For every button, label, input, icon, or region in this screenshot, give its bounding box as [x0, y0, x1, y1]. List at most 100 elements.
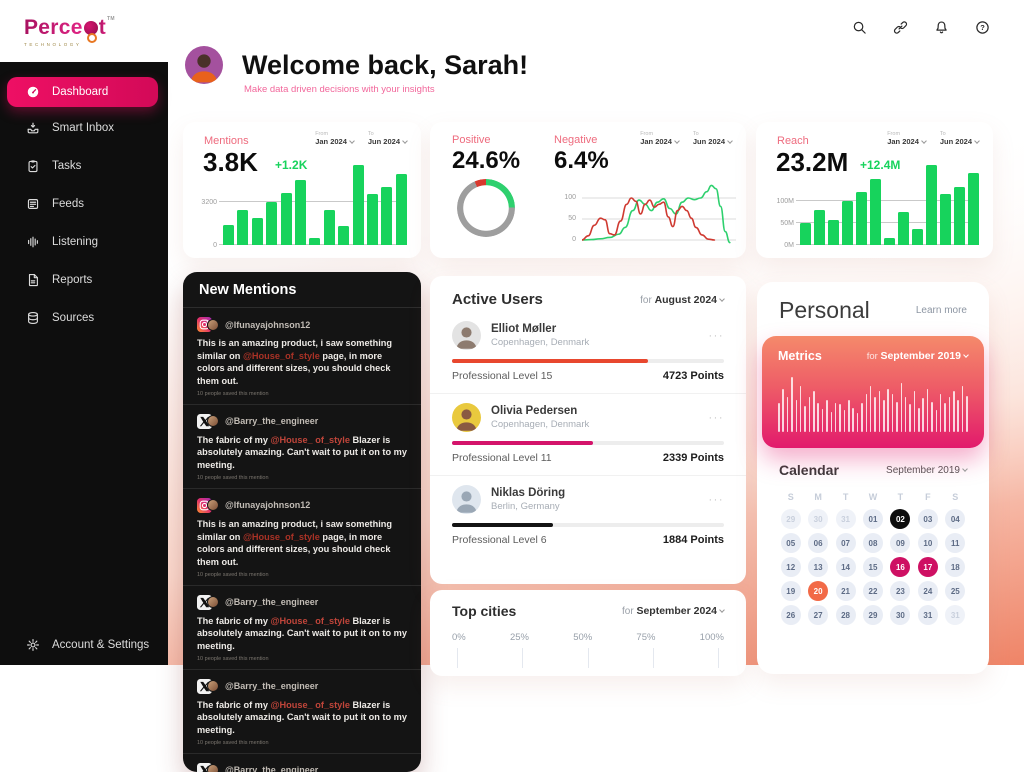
calendar-day[interactable]: 10 [917, 533, 938, 553]
calendar-day[interactable]: 16 [890, 557, 911, 577]
calendar-day[interactable]: 19 [780, 581, 801, 601]
calendar-day[interactable]: 04 [945, 509, 966, 529]
listening-icon [26, 235, 40, 249]
calendar-day[interactable]: 20 [808, 581, 829, 601]
calendar-day[interactable]: 14 [835, 557, 856, 577]
mention-item[interactable]: @Ifunayajohnson12 This is an amazing pro… [183, 308, 421, 405]
mention-tag[interactable]: @House_ of_style [270, 699, 350, 710]
brand-tagline: TECHNOLOGY [24, 41, 82, 47]
calendar-day[interactable]: 29 [780, 509, 801, 529]
more-options-icon[interactable]: ··· [708, 329, 724, 342]
link-icon[interactable] [893, 20, 908, 35]
sidebar-item-smart-inbox[interactable]: Smart Inbox [0, 109, 168, 147]
calendar-day-header: T [897, 492, 904, 502]
calendar-day[interactable]: 28 [835, 605, 856, 625]
learn-more-link[interactable]: Learn more [915, 305, 967, 316]
more-options-icon[interactable]: ··· [708, 493, 724, 506]
new-mentions-panel: New Mentions @Ifunayajohnson12 This is a… [183, 272, 421, 772]
wave-bar [817, 403, 819, 432]
search-icon[interactable] [852, 20, 867, 35]
help-icon[interactable]: ? [975, 20, 990, 35]
sidebar-item-tasks[interactable]: Tasks [0, 147, 168, 185]
sidebar-item-feeds[interactable]: Feeds [0, 185, 168, 223]
calendar-day[interactable]: 31 [835, 509, 856, 529]
mention-item[interactable]: @Ifunayajohnson12 This is an amazing pro… [183, 489, 421, 586]
avatar [207, 596, 219, 609]
calendar-day[interactable]: 06 [808, 533, 829, 553]
calendar-day[interactable]: 07 [835, 533, 856, 553]
avatar [207, 499, 219, 512]
y-tick-label: 50M [780, 220, 794, 228]
wave-bar [782, 388, 784, 432]
sidebar-item-label: Account & Settings [52, 639, 150, 651]
mention-tag[interactable]: @House_ of_style [270, 434, 350, 445]
date-range-from[interactable]: From Jan 2024 [640, 131, 680, 146]
mention-item[interactable]: @Barry_the_engineer The fabric of my @Ho… [183, 754, 421, 772]
calendar-day[interactable]: 02 [890, 509, 911, 529]
calendar-day[interactable]: 05 [780, 533, 801, 553]
calendar-day[interactable]: 09 [890, 533, 911, 553]
calendar-day[interactable]: 17 [917, 557, 938, 577]
sidebar-item-sources[interactable]: Sources [0, 299, 168, 337]
period-selector[interactable]: for August 2024 [640, 294, 725, 306]
calendar-day[interactable]: 15 [862, 557, 883, 577]
calendar-day[interactable]: 21 [835, 581, 856, 601]
mention-item[interactable]: @Barry_the_engineer The fabric of my @Ho… [183, 405, 421, 489]
user-row: Elliot Møller Copenhagen, Denmark ··· Pr… [430, 312, 746, 394]
sidebar-item-listening[interactable]: Listening [0, 223, 168, 261]
calendar-day[interactable]: 25 [945, 581, 966, 601]
mention-handle: @Barry_the_engineer [225, 681, 319, 692]
calendar-day[interactable]: 08 [862, 533, 883, 553]
date-range-from[interactable]: From Jan 2024 [315, 131, 355, 146]
period-selector[interactable]: September 2019 [886, 465, 968, 476]
bell-icon[interactable] [934, 20, 949, 35]
wave-bar [948, 397, 951, 432]
user-name: Olivia Pedersen [491, 405, 578, 417]
calendar-day[interactable]: 29 [862, 605, 883, 625]
mention-text: The fabric of my @House_ of_style Blazer… [197, 434, 407, 471]
more-options-icon[interactable]: ··· [708, 411, 724, 424]
calendar-day[interactable]: 26 [780, 605, 801, 625]
y-tick-label: 50 [568, 215, 576, 222]
period-selector[interactable]: for September 2024 [622, 605, 725, 617]
calendar-day[interactable]: 13 [808, 557, 829, 577]
user-row: Olivia Pedersen Copenhagen, Denmark ··· … [430, 394, 746, 476]
calendar-day[interactable]: 11 [945, 533, 966, 553]
bar [323, 210, 335, 245]
calendar-day[interactable]: 24 [917, 581, 938, 601]
avatar [452, 485, 481, 514]
calendar-day[interactable]: 30 [890, 605, 911, 625]
calendar-day[interactable]: 23 [890, 581, 911, 601]
calendar-day[interactable]: 12 [780, 557, 801, 577]
period-selector[interactable]: for September 2019 [867, 350, 969, 362]
calendar-day[interactable]: 30 [808, 509, 829, 529]
calendar-day[interactable]: 22 [862, 581, 883, 601]
calendar-day[interactable]: 27 [808, 605, 829, 625]
sidebar-item-reports[interactable]: Reports [0, 261, 168, 299]
mention-item[interactable]: @Barry_the_engineer The fabric of my @Ho… [183, 586, 421, 670]
date-range-from[interactable]: From Jan 2024 [887, 131, 927, 146]
avatar[interactable] [185, 46, 223, 84]
user-location: Copenhagen, Denmark [491, 419, 590, 430]
calendar-day-header: F [925, 492, 931, 502]
calendar-day[interactable]: 31 [945, 605, 966, 625]
mention-tag[interactable]: @House_ of_style [270, 615, 350, 626]
sidebar-item-account-settings[interactable]: Account & Settings [26, 638, 149, 652]
mention-tag[interactable]: @House_of_style [242, 531, 320, 542]
mention-tag[interactable]: @House_of_style [242, 350, 320, 361]
calendar-day[interactable]: 18 [945, 557, 966, 577]
calendar-day[interactable]: 03 [917, 509, 938, 529]
date-range-to[interactable]: To Jun 2024 [940, 131, 980, 146]
bar [237, 210, 249, 245]
calendar-day[interactable]: 31 [917, 605, 938, 625]
avatar [207, 680, 219, 693]
calendar-day[interactable]: 01 [862, 509, 883, 529]
date-range-to[interactable]: To Jun 2024 [368, 131, 408, 146]
wave-bar [826, 400, 828, 432]
sidebar-item-dashboard[interactable]: Dashboard [7, 77, 158, 107]
date-range-to[interactable]: To Jun 2024 [693, 131, 733, 146]
mentions-bar-chart: 3200 0 [201, 165, 407, 249]
axis-label: 75% [636, 632, 656, 643]
mention-item[interactable]: @Barry_the_engineer The fabric of my @Ho… [183, 670, 421, 754]
sidebar: Perce t TM TECHNOLOGY Dashboard Smart In… [0, 0, 168, 665]
